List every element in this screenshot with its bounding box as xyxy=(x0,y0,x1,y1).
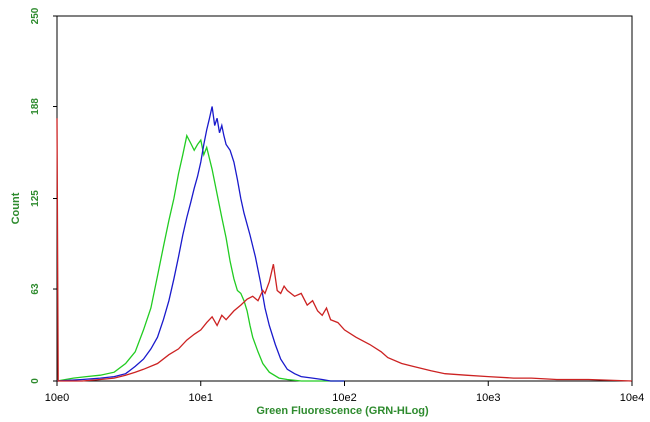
histogram-series-1 xyxy=(56,133,345,382)
histogram-series-3 xyxy=(56,118,633,382)
y-axis-ticks: 0 63 125 188 250 xyxy=(30,7,57,384)
y-tick-label: 250 xyxy=(30,7,41,24)
histogram-series-2 xyxy=(56,106,345,382)
y-tick-label: 125 xyxy=(30,190,41,207)
y-tick-label: 0 xyxy=(30,378,41,384)
series-layer xyxy=(56,106,633,382)
x-tick-label: 10e2 xyxy=(332,392,356,404)
y-tick-label: 188 xyxy=(30,98,41,115)
y-tick-label: 63 xyxy=(30,283,41,295)
x-tick-label: 10e4 xyxy=(620,392,644,404)
x-axis-ticks: 10e0 10e1 10e2 10e3 10e4 xyxy=(45,381,644,404)
x-tick-label: 10e1 xyxy=(189,392,213,404)
x-axis-title: Green Fluorescence (GRN-HLog) xyxy=(256,405,429,417)
x-tick-label: 10e3 xyxy=(476,392,500,404)
y-axis-title: Count xyxy=(10,192,22,224)
plot-frame xyxy=(56,15,633,382)
x-tick-label: 10e0 xyxy=(45,392,69,404)
